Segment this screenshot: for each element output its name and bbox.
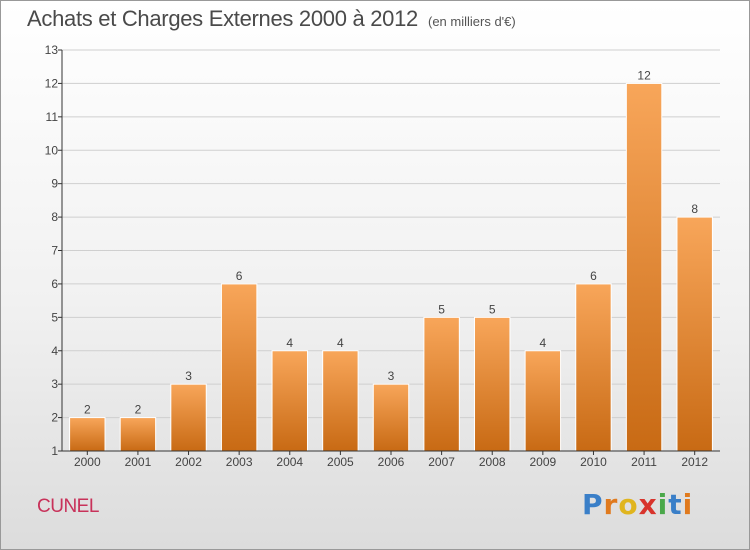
x-tick-label: 2010: [580, 455, 607, 469]
bars: 2 2 3 6 4 4 3 5 5 4 6 12 8: [69, 68, 713, 452]
chart-title: Achats et Charges Externes 2000 à 2012 (e…: [27, 6, 516, 32]
bar: [676, 216, 713, 452]
x-tick-label: 2005: [327, 455, 354, 469]
y-tick-label: 12: [45, 76, 59, 90]
logo-letter: i: [682, 488, 694, 521]
logo-letter: i: [657, 488, 669, 521]
x-tick-label: 2004: [276, 455, 303, 469]
bar: [322, 350, 359, 452]
y-tick-label: 3: [51, 377, 58, 391]
bar: [474, 316, 511, 452]
y-tick-label: 1: [51, 444, 58, 458]
bar: [524, 350, 562, 452]
bar-value-label: 3: [185, 369, 192, 383]
bar-value-label: 6: [590, 269, 597, 283]
x-tick-label: 2009: [529, 455, 556, 469]
y-tick-label: 7: [51, 244, 58, 258]
bar-value-label: 6: [236, 269, 243, 283]
y-tick-label: 6: [51, 277, 58, 291]
bar-value-label: 2: [84, 403, 91, 417]
bar-value-label: 5: [489, 302, 496, 316]
bar-value-label: 2: [135, 403, 142, 417]
bar-value-label: 12: [637, 68, 651, 82]
logo-letter: r: [603, 488, 619, 521]
y-tick-label: 4: [51, 344, 58, 358]
y-tick-label: 13: [45, 43, 59, 57]
bar-value-label: 5: [438, 302, 445, 316]
bar: [170, 383, 207, 452]
bar: [423, 316, 460, 452]
x-tick-label: 2002: [175, 455, 202, 469]
bar: [625, 82, 663, 452]
logo-letter: o: [618, 488, 639, 521]
y-tick-label: 5: [51, 310, 58, 324]
bar-value-label: 8: [691, 202, 698, 216]
bar-value-label: 4: [286, 336, 293, 350]
logo-letter: P: [582, 488, 604, 521]
proxiti-logo: Proxiti: [582, 488, 693, 521]
x-tick-label: 2012: [681, 455, 708, 469]
y-tick-label: 9: [51, 177, 58, 191]
logo-letter: x: [638, 488, 658, 521]
x-tick-label: 2003: [226, 455, 253, 469]
chart-title-text: Achats et Charges Externes 2000 à 2012: [27, 6, 418, 31]
x-tick-label: 2008: [479, 455, 506, 469]
x-tick-label: 2006: [378, 455, 405, 469]
x-tick-label: 2007: [428, 455, 455, 469]
bar-value-label: 4: [337, 336, 344, 350]
bar: [271, 350, 308, 452]
y-tick-label: 10: [45, 143, 59, 157]
bar: [220, 283, 258, 452]
logo-letter: t: [668, 488, 683, 521]
x-tick-label: 2011: [631, 455, 657, 469]
x-tick-label: 2000: [74, 455, 101, 469]
chart-unit: (en milliers d'€): [427, 14, 516, 29]
y-tick-label: 8: [51, 210, 58, 224]
y-tick-label: 2: [51, 411, 58, 425]
y-tick-label: 11: [46, 110, 59, 124]
bar-value-label: 3: [388, 369, 395, 383]
bar: [69, 417, 106, 452]
commune-name: CUNEL: [37, 496, 99, 517]
bar: [119, 417, 157, 452]
x-tick-label: 2001: [125, 455, 152, 469]
bar-value-label: 4: [540, 336, 547, 350]
bar: [372, 383, 410, 452]
bar: [575, 283, 612, 452]
